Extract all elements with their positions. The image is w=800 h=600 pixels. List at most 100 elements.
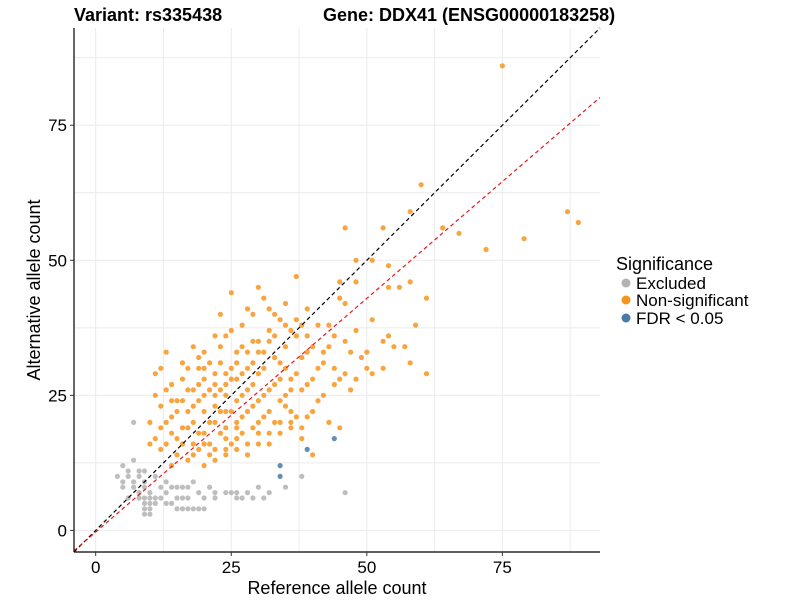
point-non-significant [380,365,386,371]
point-non-significant [196,398,202,404]
point-excluded [147,500,153,506]
x-tick-label: 25 [222,558,241,577]
point-non-significant [228,327,234,334]
point-non-significant [217,360,223,366]
legend-label-non-significant: Non-significant [636,291,749,310]
point-non-significant [261,349,267,355]
point-non-significant [174,436,180,442]
point-non-significant [169,430,175,436]
reference-lines [73,27,601,553]
point-non-significant [234,419,240,425]
point-non-significant [266,306,272,312]
point-excluded [163,490,169,496]
point-non-significant [342,371,348,377]
plot-panel [73,27,601,553]
point-excluded [223,490,229,496]
point-excluded [136,468,142,474]
point-excluded [244,490,251,496]
point-non-significant [223,425,229,431]
point-non-significant [331,365,337,371]
legend-label-excluded: Excluded [636,274,706,293]
point-non-significant [223,452,229,458]
point-non-significant [244,365,251,371]
point-non-significant [272,311,278,317]
point-fdr-0-05 [331,436,337,442]
legend-swatch-fdr [621,313,631,323]
point-non-significant [201,392,207,398]
point-non-significant [423,371,430,377]
point-non-significant [402,344,408,350]
point-non-significant [326,344,332,350]
x-tick-label: 0 [91,558,100,577]
point-excluded [234,490,240,496]
point-non-significant [304,414,310,420]
point-non-significant [217,430,223,436]
point-excluded [152,495,158,501]
point-non-significant [196,430,202,436]
point-non-significant [266,338,272,344]
point-non-significant [239,344,245,350]
point-excluded [185,495,191,501]
point-excluded [196,490,202,496]
point-excluded [190,479,196,485]
point-non-significant [190,441,196,447]
point-non-significant [277,360,283,366]
point-non-significant [293,333,299,339]
point-non-significant [353,327,359,334]
point-non-significant [228,441,234,447]
point-non-significant [261,414,267,420]
point-non-significant [196,365,202,371]
legend-title: Significance [616,254,713,274]
y-axis-label: Alternative allele count [24,199,44,380]
point-non-significant [212,371,218,377]
point-non-significant [217,387,223,393]
y-tick-label: 0 [58,521,67,540]
point-non-significant [163,419,169,425]
point-non-significant [228,376,234,382]
point-non-significant [223,333,229,339]
point-non-significant [348,387,354,393]
point-non-significant [163,349,169,355]
point-non-significant [288,327,294,334]
point-excluded [158,484,164,490]
point-excluded [152,500,158,506]
point-non-significant [266,387,272,393]
point-non-significant [234,446,240,452]
point-non-significant [353,279,359,285]
point-non-significant [407,279,413,285]
point-excluded [141,500,148,506]
point-excluded [179,506,186,512]
point-non-significant [277,419,283,425]
point-non-significant [413,322,419,328]
point-excluded [141,468,148,474]
point-non-significant [277,317,283,323]
point-non-significant [255,430,261,436]
point-non-significant [201,349,207,355]
point-non-significant [304,381,310,388]
point-excluded [174,495,180,501]
point-non-significant [348,349,354,355]
point-non-significant [304,306,310,312]
point-excluded [125,473,131,479]
x-axis-label: Reference allele count [247,578,426,598]
point-non-significant [223,381,229,388]
point-non-significant [266,441,272,447]
point-non-significant [223,392,229,398]
point-non-significant [201,463,207,469]
point-non-significant [223,408,229,415]
point-non-significant [288,419,294,425]
point-excluded [234,495,240,501]
point-non-significant [185,425,191,431]
point-non-significant [239,414,245,420]
point-fdr-0-05 [304,446,310,452]
point-non-significant [255,371,261,377]
point-non-significant [174,398,180,404]
point-fdr-0-05 [277,473,283,479]
point-non-significant [244,306,251,312]
point-non-significant [282,344,289,350]
point-non-significant [353,376,359,382]
point-non-significant [196,354,202,361]
point-non-significant [158,403,164,409]
point-non-significant [179,376,186,382]
